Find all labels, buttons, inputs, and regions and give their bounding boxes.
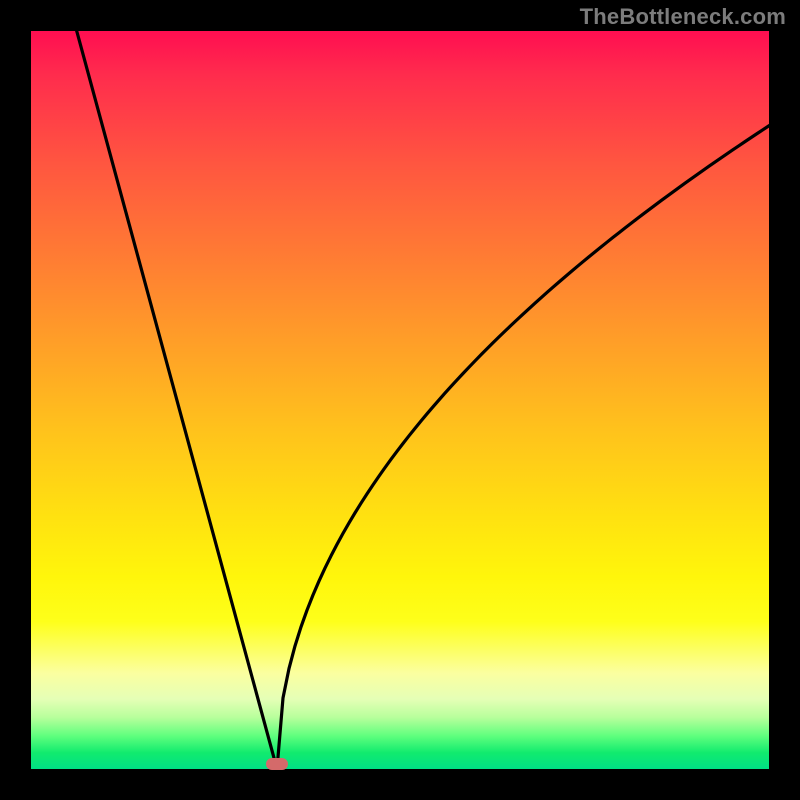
curve-layer xyxy=(31,31,769,769)
optimum-marker xyxy=(266,758,288,770)
watermark-text: TheBottleneck.com xyxy=(580,4,786,30)
chart-frame: TheBottleneck.com xyxy=(0,0,800,800)
bottleneck-curve xyxy=(74,21,787,769)
